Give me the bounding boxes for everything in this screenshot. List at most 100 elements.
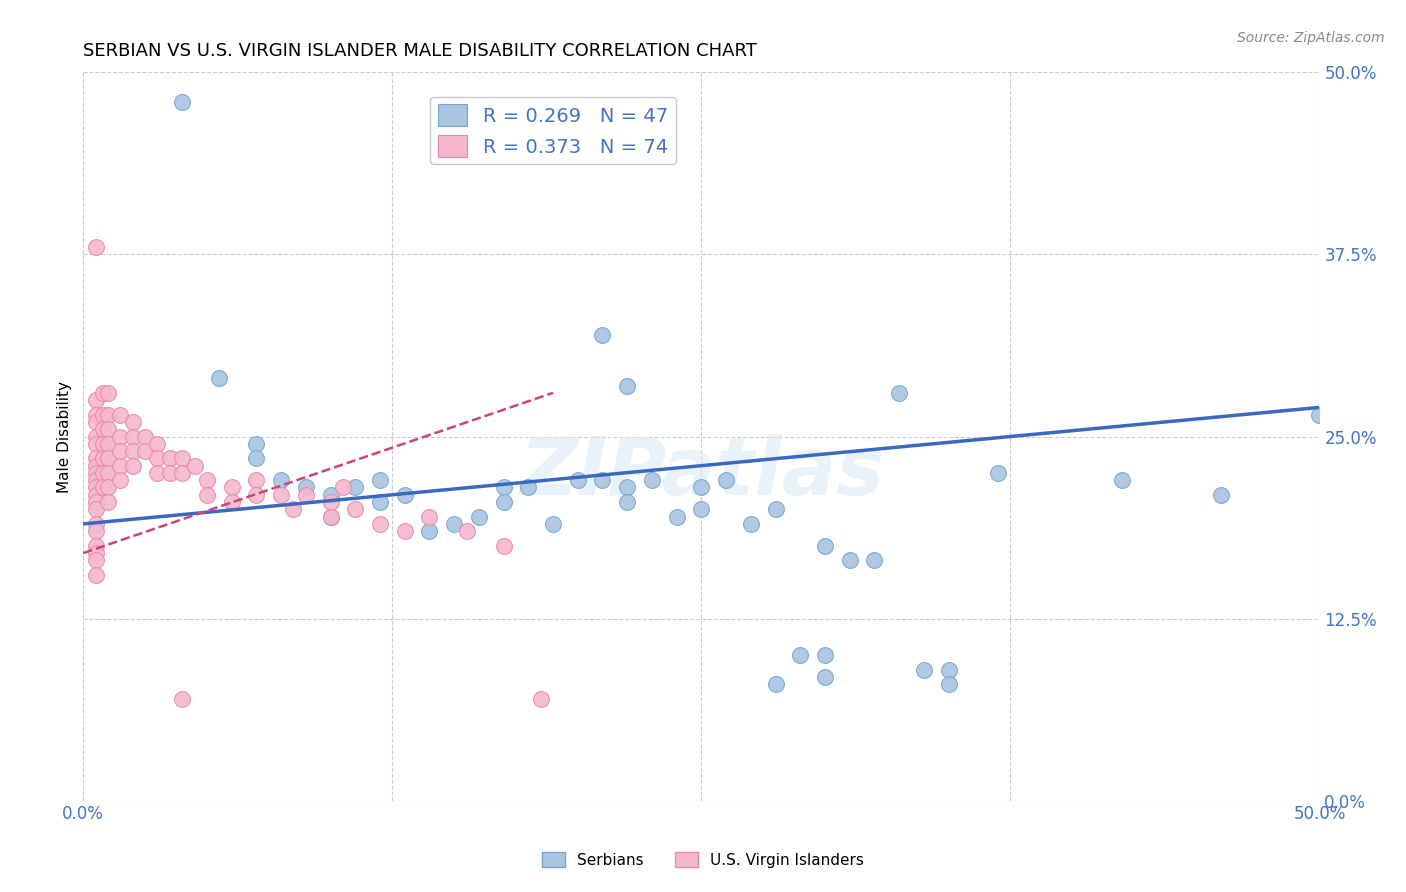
Point [146, 466, 169, 480]
Point [97, 422, 120, 436]
Point [91, 466, 114, 480]
Point [110, 473, 132, 487]
Point [319, 509, 342, 524]
Point [84, 429, 107, 443]
Point [172, 691, 194, 706]
Point [134, 429, 156, 443]
Legend: R = 0.269   N = 47, R = 0.373   N = 74: R = 0.269 N = 47, R = 0.373 N = 74 [430, 96, 676, 164]
Point [245, 437, 267, 451]
Point [245, 488, 267, 502]
Point [97, 408, 120, 422]
Point [172, 466, 194, 480]
Point [344, 481, 367, 495]
Point [84, 502, 107, 516]
Point [468, 509, 491, 524]
Point [319, 509, 342, 524]
Point [517, 481, 540, 495]
Point [616, 378, 638, 392]
Point [592, 327, 614, 342]
Point [121, 415, 143, 429]
Point [592, 473, 614, 487]
Point [765, 677, 787, 691]
Point [641, 473, 664, 487]
Point [714, 473, 737, 487]
Point [344, 502, 367, 516]
Point [84, 240, 107, 254]
Legend: Serbians, U.S. Virgin Islanders: Serbians, U.S. Virgin Islanders [536, 846, 870, 873]
Point [91, 422, 114, 436]
Point [492, 481, 515, 495]
Text: Source: ZipAtlas.com: Source: ZipAtlas.com [1237, 31, 1385, 45]
Point [294, 481, 316, 495]
Point [938, 663, 960, 677]
Point [814, 670, 837, 684]
Point [84, 408, 107, 422]
Point [1308, 408, 1330, 422]
Point [394, 488, 416, 502]
Point [183, 458, 205, 473]
Point [84, 415, 107, 429]
Point [84, 539, 107, 553]
Point [172, 95, 194, 109]
Point [245, 451, 267, 466]
Point [814, 648, 837, 662]
Point [84, 393, 107, 408]
Point [84, 466, 107, 480]
Point [84, 481, 107, 495]
Point [84, 567, 107, 582]
Point [616, 495, 638, 509]
Point [221, 495, 243, 509]
Point [84, 516, 107, 531]
Point [110, 444, 132, 458]
Point [110, 429, 132, 443]
Point [84, 546, 107, 560]
Point [159, 451, 181, 466]
Point [418, 524, 440, 539]
Point [110, 458, 132, 473]
Point [838, 553, 860, 567]
Point [690, 502, 713, 516]
Point [492, 539, 515, 553]
Point [91, 481, 114, 495]
Point [987, 466, 1010, 480]
Point [134, 444, 156, 458]
Point [394, 524, 416, 539]
Point [91, 385, 114, 400]
Point [195, 473, 218, 487]
Point [221, 481, 243, 495]
Point [91, 451, 114, 466]
Point [121, 444, 143, 458]
Point [456, 524, 478, 539]
Point [616, 481, 638, 495]
Point [84, 524, 107, 539]
Point [938, 677, 960, 691]
Point [84, 488, 107, 502]
Point [110, 408, 132, 422]
Y-axis label: Male Disability: Male Disability [58, 381, 72, 492]
Point [84, 458, 107, 473]
Point [97, 385, 120, 400]
Point [814, 539, 837, 553]
Point [319, 488, 342, 502]
Point [283, 502, 305, 516]
Point [492, 495, 515, 509]
Point [270, 473, 292, 487]
Point [912, 663, 935, 677]
Point [889, 385, 911, 400]
Point [665, 509, 688, 524]
Point [91, 437, 114, 451]
Point [294, 488, 316, 502]
Point [368, 516, 391, 531]
Text: SERBIAN VS U.S. VIRGIN ISLANDER MALE DISABILITY CORRELATION CHART: SERBIAN VS U.S. VIRGIN ISLANDER MALE DIS… [83, 42, 758, 60]
Point [530, 691, 553, 706]
Point [332, 481, 354, 495]
Point [690, 481, 713, 495]
Point [97, 437, 120, 451]
Point [863, 553, 886, 567]
Point [97, 481, 120, 495]
Point [172, 451, 194, 466]
Point [146, 451, 169, 466]
Point [84, 437, 107, 451]
Point [368, 473, 391, 487]
Point [84, 553, 107, 567]
